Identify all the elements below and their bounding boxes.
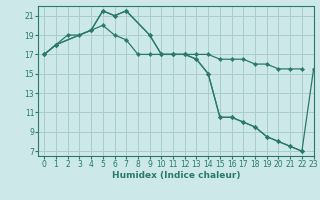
X-axis label: Humidex (Indice chaleur): Humidex (Indice chaleur) <box>112 171 240 180</box>
